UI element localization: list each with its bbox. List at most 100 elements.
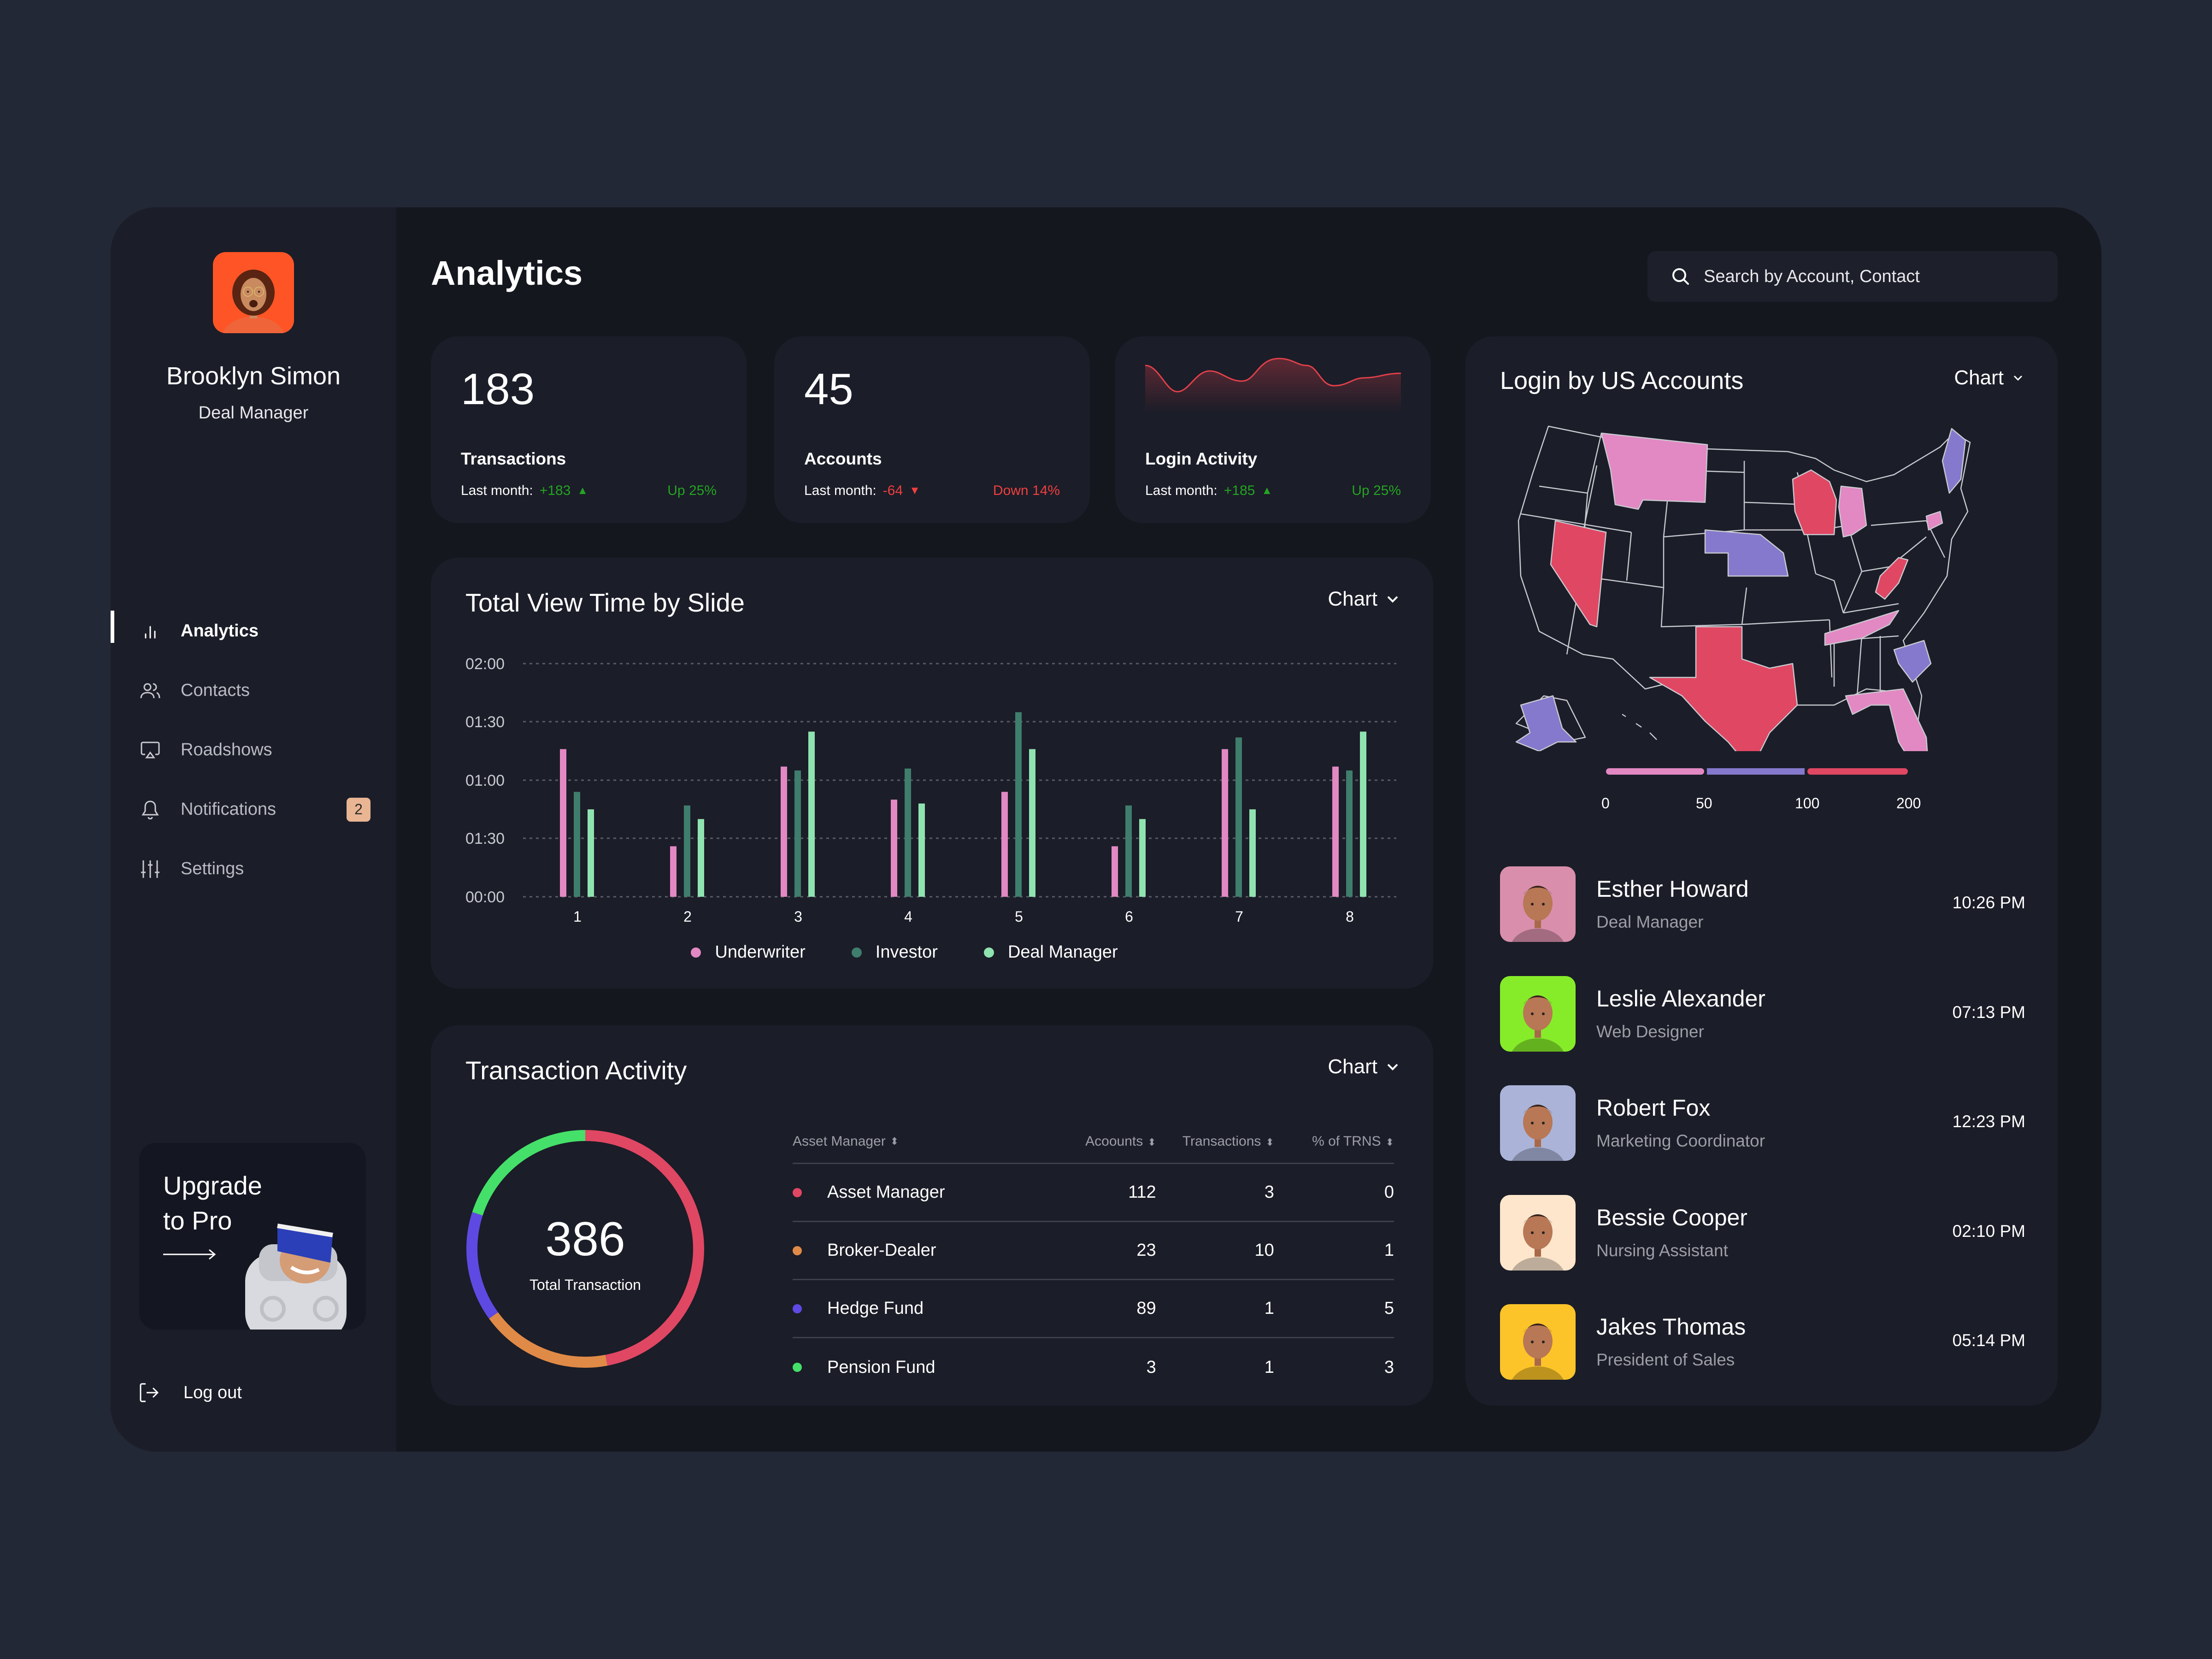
- avatar[interactable]: [1500, 1194, 1576, 1271]
- bar-investor[interactable]: [574, 792, 580, 897]
- table-row[interactable]: Asset Manager 112 3 0: [793, 1164, 1394, 1222]
- bar-investor[interactable]: [1235, 737, 1242, 897]
- arrow-right-icon[interactable]: [163, 1249, 218, 1260]
- avatar[interactable]: [1500, 1085, 1576, 1161]
- table-row[interactable]: Pension Fund 3 1 3: [793, 1338, 1394, 1396]
- contact-list-item[interactable]: Esther Howard Deal Manager 10:26 PM: [1500, 866, 2025, 976]
- contact-time: 07:13 PM: [1952, 1002, 2025, 1022]
- chart-type-dropdown[interactable]: Chart: [1328, 588, 1399, 611]
- total-transaction-label: Total Transaction: [529, 1277, 641, 1293]
- bar-investor[interactable]: [794, 770, 801, 897]
- bar-deal-manager[interactable]: [588, 809, 594, 897]
- bar-underwriter[interactable]: [560, 749, 566, 897]
- contact-name: Robert Fox: [1596, 1095, 1711, 1121]
- contact-info: Leslie Alexander Web Designer: [1596, 976, 1765, 1041]
- bar-investor[interactable]: [684, 805, 690, 897]
- avatar[interactable]: [1500, 866, 1576, 942]
- donut-segment-pension-fund[interactable]: [466, 1130, 704, 1368]
- search-input[interactable]: Search by Account, Contact: [1647, 251, 2058, 302]
- sidebar-item-roadshows[interactable]: Roadshows: [111, 720, 396, 780]
- bar-deal-manager[interactable]: [918, 803, 925, 897]
- category-dot: [793, 1363, 802, 1372]
- bar-underwriter[interactable]: [1332, 766, 1339, 897]
- legend-underwriter[interactable]: Underwriter: [691, 942, 806, 962]
- upgrade-to-pro-card[interactable]: Upgrade to Pro: [139, 1143, 366, 1330]
- cell-transactions: 10: [1254, 1241, 1274, 1260]
- legend-dot: [851, 947, 862, 958]
- stat-delta: -64: [882, 483, 903, 498]
- bar-underwriter[interactable]: [891, 800, 897, 897]
- sidebar-item-settings[interactable]: Settings: [111, 839, 396, 899]
- table-row[interactable]: Broker-Dealer 23 10 1: [793, 1222, 1394, 1280]
- stat-footer: Last month: +185 ▲ Up 25%: [1145, 483, 1401, 499]
- contact-list-item[interactable]: Leslie Alexander Web Designer 07:13 PM: [1500, 976, 2025, 1086]
- legend-dot: [691, 947, 701, 958]
- chart-type-dropdown[interactable]: Chart: [1328, 1055, 1399, 1078]
- state-nevada: [1550, 520, 1607, 628]
- user-avatar[interactable]: [213, 252, 294, 333]
- bar-deal-manager[interactable]: [1360, 731, 1366, 897]
- avatar[interactable]: [1500, 1304, 1576, 1380]
- bar-underwriter[interactable]: [1001, 792, 1008, 897]
- bar-investor[interactable]: [1015, 712, 1022, 897]
- login-by-us-accounts-panel: Login by US Accounts Chart: [1465, 336, 2058, 1406]
- svg-text:5: 5: [1015, 908, 1023, 925]
- stat-delta: +185: [1224, 483, 1255, 498]
- svg-text:7: 7: [1235, 908, 1243, 925]
- category-dot: [793, 1246, 802, 1255]
- sidebar-item-contacts[interactable]: Contacts: [111, 661, 396, 720]
- bar-underwriter[interactable]: [1112, 846, 1118, 897]
- chevron-down-icon: [1387, 1064, 1398, 1071]
- state-maine: [1941, 428, 1966, 494]
- bar-underwriter[interactable]: [781, 766, 787, 897]
- stat-label: Login Activity: [1145, 449, 1258, 468]
- donut-segment-hedge-fund[interactable]: [466, 1130, 704, 1368]
- column-header-transactions[interactable]: Transactions ⬍: [1182, 1133, 1274, 1149]
- contact-list-item[interactable]: Jakes Thomas President of Sales 05:14 PM: [1500, 1304, 2025, 1414]
- sidebar-item-notifications[interactable]: Notifications 2: [111, 780, 396, 839]
- table-row[interactable]: Hedge Fund 89 1 5: [793, 1280, 1394, 1338]
- user-name: Brooklyn Simon: [166, 362, 341, 390]
- bar-deal-manager[interactable]: [1029, 749, 1035, 897]
- cell-pct: 5: [1384, 1299, 1394, 1318]
- recent-contacts-list: Esther Howard Deal Manager 10:26 PM Leslie …: [1500, 866, 2025, 1414]
- column-header-asset-manager[interactable]: Asset Manager ⬍: [793, 1133, 899, 1149]
- sort-icon: ⬍: [1147, 1136, 1156, 1148]
- bar-investor[interactable]: [1125, 805, 1132, 897]
- cell-accounts: 112: [1128, 1182, 1156, 1202]
- cell-pct: 1: [1384, 1241, 1394, 1260]
- legend-label: Investor: [875, 942, 938, 962]
- bar-deal-manager[interactable]: [808, 731, 815, 897]
- bar-deal-manager[interactable]: [1139, 819, 1146, 897]
- stat-footer: Last month: -64 ▼ Down 14%: [804, 483, 1060, 499]
- cell-name: Pension Fund: [793, 1358, 1000, 1377]
- contact-list-item[interactable]: Bessie Cooper Nursing Assistant 02:10 PM: [1500, 1194, 2025, 1305]
- stat-footer: Last month: +183 ▲ Up 25%: [461, 483, 717, 499]
- avatar[interactable]: [1500, 976, 1576, 1052]
- donut-segment-broker-dealer[interactable]: [466, 1130, 704, 1368]
- bar-investor[interactable]: [905, 768, 911, 897]
- state-texas: [1649, 626, 1798, 751]
- category-dot: [793, 1304, 802, 1313]
- chart-type-dropdown[interactable]: Chart: [1954, 366, 2023, 389]
- contact-role: Nursing Assistant: [1596, 1241, 1728, 1260]
- legend-dot: [983, 947, 994, 958]
- contact-list-item[interactable]: Robert Fox Marketing Coordinator 12:23 PM: [1500, 1085, 2025, 1195]
- bar-underwriter[interactable]: [1222, 749, 1228, 897]
- logout-label: Log out: [183, 1382, 242, 1402]
- table-header: Asset Manager ⬍ Acoounts ⬍ Transactions ⬍ %…: [793, 1120, 1394, 1164]
- column-header-accounts[interactable]: Acoounts ⬍: [1085, 1133, 1156, 1149]
- legend-deal-manager[interactable]: Deal Manager: [983, 942, 1118, 962]
- bar-underwriter[interactable]: [670, 846, 677, 897]
- svg-text:3: 3: [794, 908, 802, 925]
- legend-investor[interactable]: Investor: [851, 942, 938, 962]
- sidebar-item-analytics[interactable]: Analytics: [111, 601, 396, 661]
- sidebar-item-label: Settings: [181, 859, 244, 878]
- column-header-pct-trns[interactable]: % of TRNS ⬍: [1312, 1133, 1394, 1149]
- sidebar-nav: Analytics Contacts Roadshows Notificatio…: [111, 601, 396, 899]
- bar-deal-manager[interactable]: [1249, 809, 1256, 897]
- svg-text:01:30: 01:30: [465, 713, 505, 731]
- bar-investor[interactable]: [1346, 770, 1353, 897]
- bar-deal-manager[interactable]: [698, 819, 704, 897]
- logout-button[interactable]: Log out: [139, 1382, 242, 1403]
